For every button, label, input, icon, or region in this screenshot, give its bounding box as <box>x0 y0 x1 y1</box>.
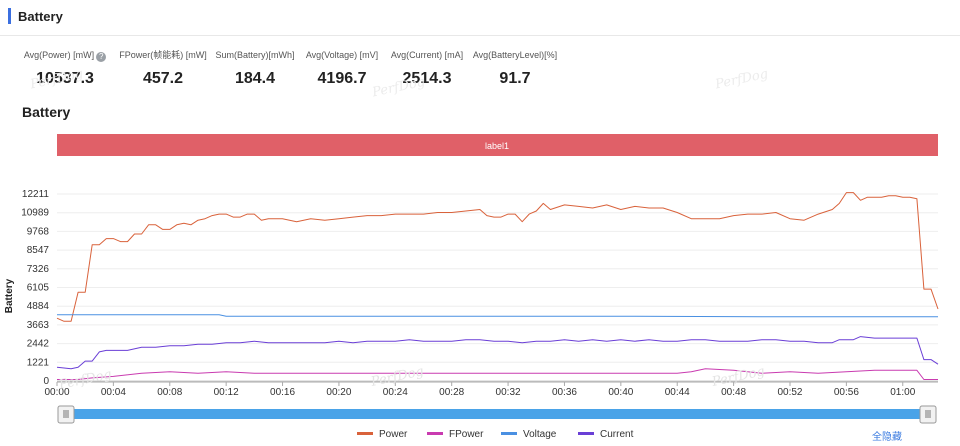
legend-swatch <box>357 432 373 435</box>
x-tick-label: 00:16 <box>270 387 295 398</box>
range-slider-right-handle[interactable] <box>919 405 937 424</box>
x-tick-label: 00:04 <box>101 387 126 398</box>
legend-label: Power <box>379 429 408 440</box>
x-tick-label: 00:40 <box>608 387 633 398</box>
x-tick-label: 01:00 <box>890 387 915 398</box>
stat-label: Avg(Voltage) [mV] <box>305 50 379 60</box>
legend-item-power[interactable]: Power <box>357 429 408 440</box>
legend-swatch <box>578 432 594 435</box>
range-slider-left-handle[interactable] <box>57 405 75 424</box>
stat-avg-current: Avg(Current) [mA] 2514.3 <box>387 49 467 88</box>
section-accent-bar <box>8 8 11 24</box>
stat-value: 4196.7 <box>317 70 367 87</box>
stat-avg-power: Avg(Power) [mW]? 10537.3 <box>20 49 110 88</box>
legend-item-current[interactable]: Current <box>578 429 634 440</box>
y-tick-label: 9768 <box>27 226 50 237</box>
stat-sum-battery: Sum(Battery)[mWh] 184.4 <box>215 49 295 88</box>
stat-value: 10537.3 <box>36 70 94 87</box>
y-tick-label: 7326 <box>27 264 50 275</box>
x-tick-label: 00:08 <box>157 387 182 398</box>
header-divider <box>0 35 960 36</box>
legend-label: FPower <box>449 429 484 440</box>
y-tick-label: 0 <box>43 376 49 387</box>
y-tick-label: 3663 <box>27 320 50 331</box>
stat-avg-voltage: Avg(Voltage) [mV] 4196.7 <box>302 49 382 88</box>
section-header: Battery <box>8 7 63 25</box>
stat-value: 184.4 <box>234 70 276 87</box>
stat-value: 457.2 <box>142 70 184 87</box>
stat-fpower: FPower(帧能耗) [mW] 457.2 <box>117 49 209 88</box>
x-tick-label: 00:44 <box>665 387 690 398</box>
y-tick-label: 10989 <box>21 208 49 219</box>
y-tick-label: 12211 <box>22 189 50 200</box>
y-tick-label: 8547 <box>27 245 50 256</box>
series-line-power <box>56 192 939 322</box>
series-lines <box>56 192 939 380</box>
legend: Power FPower Voltage Current <box>357 429 634 440</box>
stat-label: Avg(BatteryLevel)[%] <box>472 50 558 60</box>
hide-all-link[interactable]: 全隐藏 <box>872 432 902 443</box>
stat-value: 2514.3 <box>402 70 452 87</box>
x-tick-label: 00:52 <box>777 387 802 398</box>
chart-title: Battery <box>22 104 71 120</box>
x-tick-label: 00:56 <box>834 387 859 398</box>
legend-label: Current <box>600 429 634 440</box>
y-tick-label: 1221 <box>27 357 50 368</box>
stat-avg-battery-level: Avg(BatteryLevel)[%] 91.7 <box>470 49 560 88</box>
battery-line-chart: label1 0 1221 2442 3663 4884 6105 7326 8547 9768… <box>4 134 939 440</box>
x-tick-label: 00:20 <box>326 387 351 398</box>
series-line-current <box>56 336 939 370</box>
x-axis-ticks: 00:00 00:04 00:08 00:12 00:16 00:20 00:24 00:28… <box>44 381 938 398</box>
series-line-fpower <box>57 368 938 380</box>
x-tick-label: 00:24 <box>383 387 408 398</box>
range-slider-track[interactable] <box>66 409 928 419</box>
series-line-voltage <box>57 314 938 318</box>
stat-label: Avg(Power) [mW] <box>23 50 95 60</box>
stat-label: FPower(帧能耗) [mW] <box>119 50 207 60</box>
x-tick-label: 00:36 <box>552 387 577 398</box>
legend-label: Voltage <box>523 429 557 440</box>
x-tick-label: 00:00 <box>44 387 69 398</box>
x-tick-label: 00:32 <box>496 387 521 398</box>
y-axis-label: Battery <box>4 278 15 313</box>
section-title: Battery <box>18 8 63 24</box>
legend-item-voltage[interactable]: Voltage <box>501 429 557 440</box>
y-tick-label: 6105 <box>27 283 50 294</box>
legend-item-fpower[interactable]: FPower <box>427 429 484 440</box>
x-tick-label: 00:12 <box>214 387 239 398</box>
stat-value: 91.7 <box>499 70 531 87</box>
y-tick-label: 2442 <box>27 339 50 350</box>
x-tick-label: 00:48 <box>721 387 746 398</box>
y-axis-ticks: 0 1221 2442 3663 4884 6105 7326 8547 9768 10989 12… <box>21 189 49 387</box>
legend-swatch <box>501 432 517 435</box>
x-tick-label: 00:28 <box>439 387 464 398</box>
label-band <box>57 134 938 156</box>
label-band-text: label1 <box>485 141 509 151</box>
watermark: PerfDog <box>714 66 770 93</box>
help-circle-icon[interactable]: ? <box>96 52 107 62</box>
y-tick-label: 4884 <box>27 301 50 312</box>
stat-label: Avg(Current) [mA] <box>390 50 464 60</box>
range-slider[interactable] <box>57 405 937 424</box>
stat-label: Sum(Battery)[mWh] <box>215 50 295 60</box>
grid-lines <box>57 193 938 382</box>
legend-swatch <box>427 432 443 435</box>
